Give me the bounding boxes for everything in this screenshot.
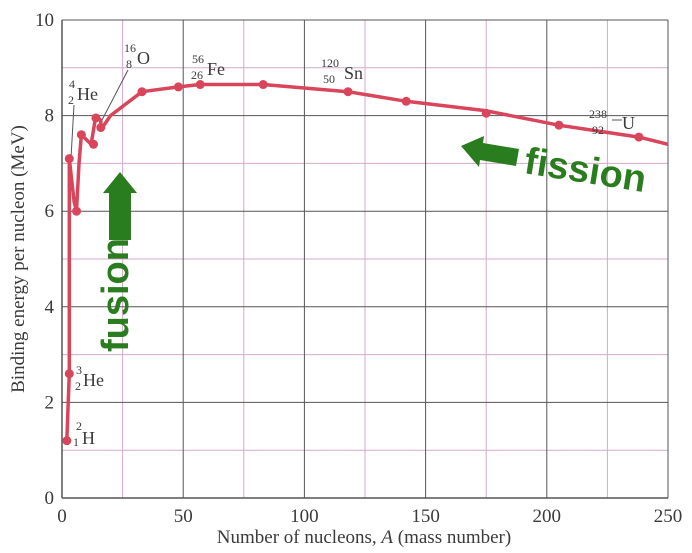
- data-point: [481, 108, 491, 118]
- x-tick-label: 200: [533, 506, 562, 527]
- x-axis-title-prefix: Number of nucleons,: [217, 527, 382, 548]
- data-point: [343, 87, 353, 97]
- h2-charge: 1: [73, 435, 79, 449]
- data-point: [401, 96, 411, 106]
- y-tick-label: 8: [45, 106, 55, 127]
- label-sn120: 120 50 Sn: [321, 56, 363, 86]
- o16-mass: 16: [124, 41, 136, 55]
- he3-mass: 3: [76, 363, 82, 377]
- he4-charge: 2: [68, 93, 74, 107]
- data-point: [96, 123, 106, 133]
- label-he4: 4 2 He: [68, 77, 98, 107]
- label-u238: 238 92 U: [589, 107, 635, 137]
- data-point: [62, 436, 72, 446]
- y-tick-label: 10: [35, 10, 54, 31]
- data-point: [554, 120, 564, 130]
- he4-leader-line: [70, 104, 75, 159]
- data-point: [258, 80, 268, 90]
- label-o16: 16 8 O: [124, 41, 150, 71]
- x-axis-title-suffix: (mass number): [393, 527, 511, 548]
- sn120-mass: 120: [321, 56, 339, 70]
- u238-mass: 238: [589, 107, 607, 121]
- o16-leader-line: [100, 69, 129, 123]
- x-tick-label: 100: [290, 506, 319, 527]
- label-h2: 2 1 H: [73, 419, 95, 449]
- fusion-label: fusion: [95, 238, 137, 352]
- data-point: [195, 80, 205, 90]
- data-point: [173, 82, 183, 92]
- he4-symbol: He: [77, 84, 98, 104]
- x-tick-labels: 0 50 100 150 200 250: [57, 506, 682, 527]
- he4-mass: 4: [69, 77, 75, 91]
- major-grid: [61, 19, 669, 499]
- o16-symbol: O: [137, 48, 150, 68]
- fe56-symbol: Fe: [207, 59, 225, 79]
- data-markers: [62, 80, 644, 446]
- u238-symbol: U: [622, 113, 635, 133]
- sn120-symbol: Sn: [344, 63, 363, 83]
- y-tick-label: 0: [45, 488, 55, 509]
- x-tick-label: 0: [57, 506, 67, 527]
- u238-charge: 92: [592, 123, 604, 137]
- data-point: [91, 113, 101, 123]
- data-point: [64, 369, 74, 379]
- minor-grid: [62, 20, 668, 498]
- data-point: [634, 132, 644, 142]
- he3-charge: 2: [75, 379, 81, 393]
- data-point: [89, 139, 99, 149]
- x-axis-title: Number of nucleons, A (mass number): [217, 527, 511, 548]
- y-tick-labels: 0 2 4 6 8 10: [35, 10, 55, 509]
- o16-charge: 8: [126, 57, 132, 71]
- x-tick-label: 150: [411, 506, 440, 527]
- label-fe56: 56 26 Fe: [191, 52, 225, 82]
- x-axis-title-var: A: [379, 527, 393, 548]
- he3-symbol: He: [83, 370, 104, 390]
- label-he3: 3 2 He: [75, 363, 104, 393]
- data-point: [137, 87, 147, 97]
- fe56-mass: 56: [192, 52, 204, 66]
- y-tick-label: 6: [45, 201, 55, 222]
- data-point: [76, 130, 86, 140]
- h2-mass: 2: [76, 419, 82, 433]
- data-point: [72, 206, 82, 216]
- fe56-charge: 26: [191, 68, 203, 82]
- fusion-arrow-icon: [103, 172, 137, 240]
- x-tick-label: 50: [174, 506, 193, 527]
- sn120-charge: 50: [323, 72, 335, 86]
- y-tick-label: 4: [45, 297, 55, 318]
- h2-symbol: H: [82, 428, 95, 448]
- y-axis-title: Binding energy per nucleon (MeV): [8, 125, 29, 393]
- x-tick-label: 250: [654, 506, 683, 527]
- data-point: [64, 154, 74, 164]
- fission-arrow-icon: [461, 136, 519, 167]
- y-tick-label: 2: [45, 392, 55, 413]
